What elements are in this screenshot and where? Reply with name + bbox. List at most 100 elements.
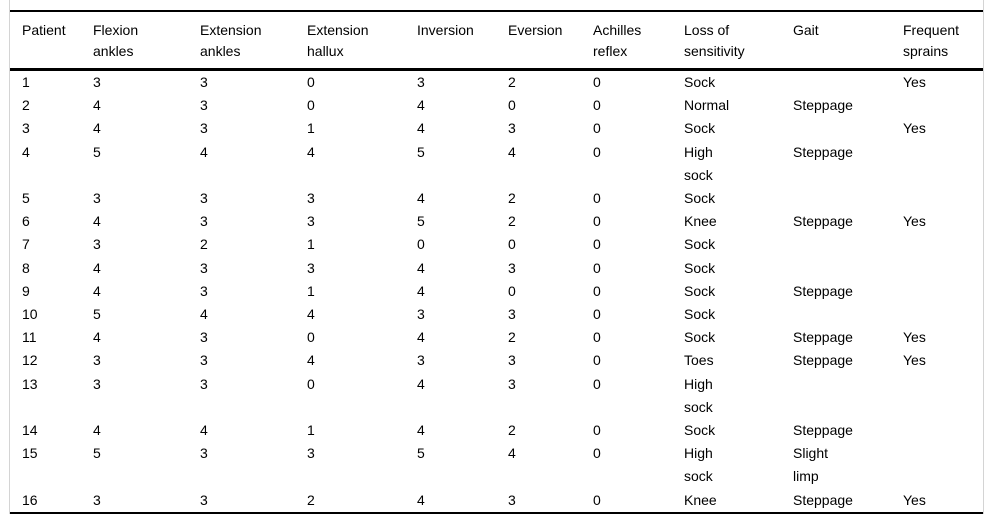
cell-frequent-sprains [903,303,983,326]
column-header-inversion: Inversion [417,11,508,71]
cell-achilles-reflex: 0 [593,352,601,369]
cell-eversion: 2 [508,329,516,346]
cell-eversion: 4 [508,143,516,160]
cell-patient: 11 [22,329,37,346]
cell-achilles-reflex: 0 [593,306,601,323]
cell-flexion-ankles: 5 [93,445,101,462]
table-row: 16 3 3 2 4 3 0 Knee Steppage Yes [10,489,983,513]
cell-flexion-ankles: 4 [93,282,101,299]
cell-flexion-ankles: 3 [93,352,101,369]
table-row: 15 5 3 3 5 4 0 High sock Slight limp [10,442,983,488]
column-header-gait: Gait [793,11,903,71]
cell-gait: Steppage [793,97,853,114]
cell-extension-ankles: 3 [200,282,208,299]
column-header-flexion-ankles: Flexion ankles [93,11,200,71]
cell-frequent-sprains: Yes [903,352,926,369]
table-row: 8 4 3 3 4 3 0 Sock [10,257,983,280]
column-header-extension-hallux: Extension hallux [307,11,417,71]
cell-inversion: 5 [417,445,425,462]
cell-inversion: 4 [417,190,425,207]
cell-patient: 5 [22,190,30,207]
cell-patient: 13 [22,375,38,392]
cell-patient: 1 [22,74,30,90]
cell-patient: 9 [22,282,30,299]
cell-loss-of-sensitivity: Sock [684,282,716,299]
cell-extension-hallux: 4 [307,352,315,369]
header-row: Patient Flexion ankles Extension ankles Ext… [10,11,983,71]
cell-inversion: 4 [417,422,425,439]
cell-patient: 4 [22,143,30,160]
cell-inversion: 4 [417,491,425,508]
cell-loss-of-sensitivity: Sock [684,74,716,90]
cell-frequent-sprains [903,94,983,117]
cell-eversion: 4 [508,445,516,462]
cell-extension-ankles: 3 [200,120,208,137]
cell-extension-hallux: 1 [307,120,315,137]
cell-achilles-reflex: 0 [593,190,601,207]
cell-eversion: 2 [508,422,516,439]
cell-achilles-reflex: 0 [593,120,601,137]
column-header-extension-ankles: Extension ankles [200,11,307,71]
cell-extension-ankles: 3 [200,491,208,508]
cell-loss-of-sensitivity: Sock [684,120,716,137]
table-row: 4 5 4 4 5 4 0 High sock Steppage [10,141,983,187]
cell-gait: Steppage [793,329,853,346]
cell-gait: Steppage [793,282,853,299]
cell-patient: 7 [22,236,30,253]
cell-flexion-ankles: 5 [93,143,101,160]
cell-achilles-reflex: 0 [593,491,601,508]
cell-extension-ankles: 2 [200,236,208,253]
table-row: 11 4 3 0 4 2 0 Sock Steppage Yes [10,326,983,349]
cell-loss-of-sensitivity: High sock [684,445,713,485]
cell-frequent-sprains: Yes [903,120,926,137]
cell-patient: 8 [22,259,30,276]
cell-loss-of-sensitivity: Sock [684,422,716,439]
cell-extension-hallux: 1 [307,236,315,253]
table-row: 5 3 3 3 4 2 0 Sock [10,187,983,210]
cell-inversion: 4 [417,375,425,392]
cell-extension-ankles: 3 [200,375,208,392]
right-edge-rule [983,0,984,514]
column-header-achilles-reflex: Achilles reflex [593,11,684,71]
table-body: 1 3 3 0 3 2 0 Sock Yes 2 4 3 0 4 0 0 Normal Steppage 3 4 3 1 4… [10,70,983,513]
cell-gait [793,257,903,280]
cell-loss-of-sensitivity: High sock [684,375,713,415]
cell-extension-ankles: 3 [200,97,208,114]
cell-extension-hallux: 4 [307,306,315,323]
table-row: 6 4 3 3 5 2 0 Knee Steppage Yes [10,210,983,233]
table-row: 1 3 3 0 3 2 0 Sock Yes [10,70,983,95]
table-row: 13 3 3 0 4 3 0 High sock [10,373,983,419]
cell-achilles-reflex: 0 [593,143,601,160]
cell-loss-of-sensitivity: Toes [684,352,714,369]
cell-extension-ankles: 3 [200,329,208,346]
cell-patient: 3 [22,120,30,137]
cell-extension-hallux: 3 [307,259,315,276]
table-header: Patient Flexion ankles Extension ankles Ext… [10,11,983,71]
cell-inversion: 4 [417,97,425,114]
cell-patient: 16 [22,491,38,508]
cell-frequent-sprains: Yes [903,74,926,90]
cell-loss-of-sensitivity: Sock [684,306,716,323]
cell-extension-ankles: 3 [200,445,208,462]
cell-extension-ankles: 3 [200,352,208,369]
cell-flexion-ankles: 4 [93,120,101,137]
cell-achilles-reflex: 0 [593,97,601,114]
cell-gait: Steppage [793,491,853,508]
table-row: 7 3 2 1 0 0 0 Sock [10,233,983,256]
cell-frequent-sprains: Yes [903,329,926,346]
cell-gait [793,233,903,256]
cell-gait: Steppage [793,422,853,439]
cell-gait [793,187,903,210]
cell-loss-of-sensitivity: Sock [684,190,716,207]
cell-extension-hallux: 1 [307,422,315,439]
cell-patient: 10 [22,306,38,323]
cell-extension-hallux: 2 [307,491,315,508]
cell-inversion: 4 [417,329,425,346]
cell-extension-hallux: 0 [307,329,315,346]
cell-patient: 6 [22,213,30,230]
table-row: 9 4 3 1 4 0 0 Sock Steppage [10,280,983,303]
cell-inversion: 3 [417,352,425,369]
patients-table: Patient Flexion ankles Extension ankles Ext… [10,10,983,514]
cell-frequent-sprains [903,442,983,488]
column-header-frequent-sprains: Frequent sprains [903,11,983,71]
